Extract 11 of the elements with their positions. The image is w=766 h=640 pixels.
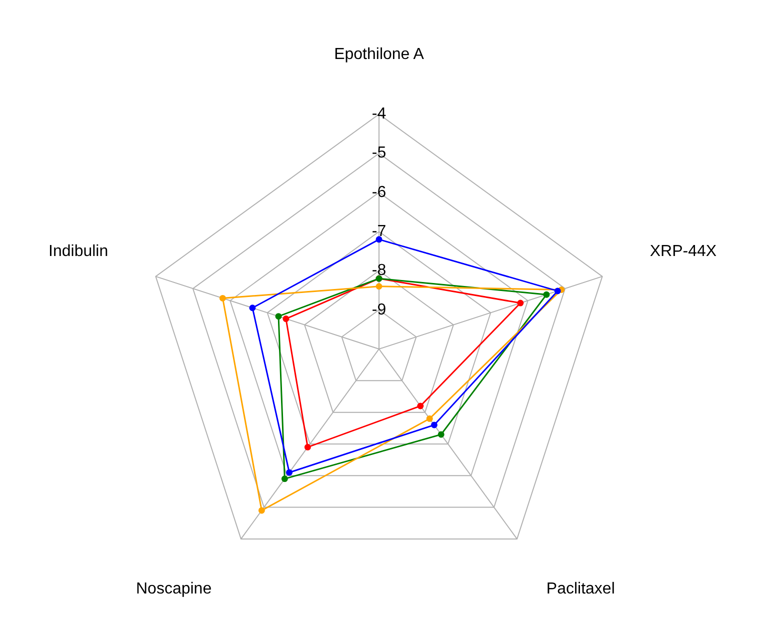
spoke-label: Paclitaxel: [546, 580, 615, 598]
y-tick-label: -6: [372, 184, 386, 201]
y-tick-label: -5: [372, 144, 386, 162]
y-tick-label: -9: [372, 301, 386, 318]
spoke-label: Indibulin: [48, 242, 108, 260]
y-tick-label: -7: [372, 223, 386, 240]
spoke-label: XRP-44X: [650, 242, 717, 260]
y-tick-label: -8: [372, 262, 386, 280]
y-tick-label: -4: [372, 106, 386, 123]
spoke-label: Noscapine: [136, 580, 212, 598]
spoke-label: Epothilone A: [334, 46, 424, 64]
